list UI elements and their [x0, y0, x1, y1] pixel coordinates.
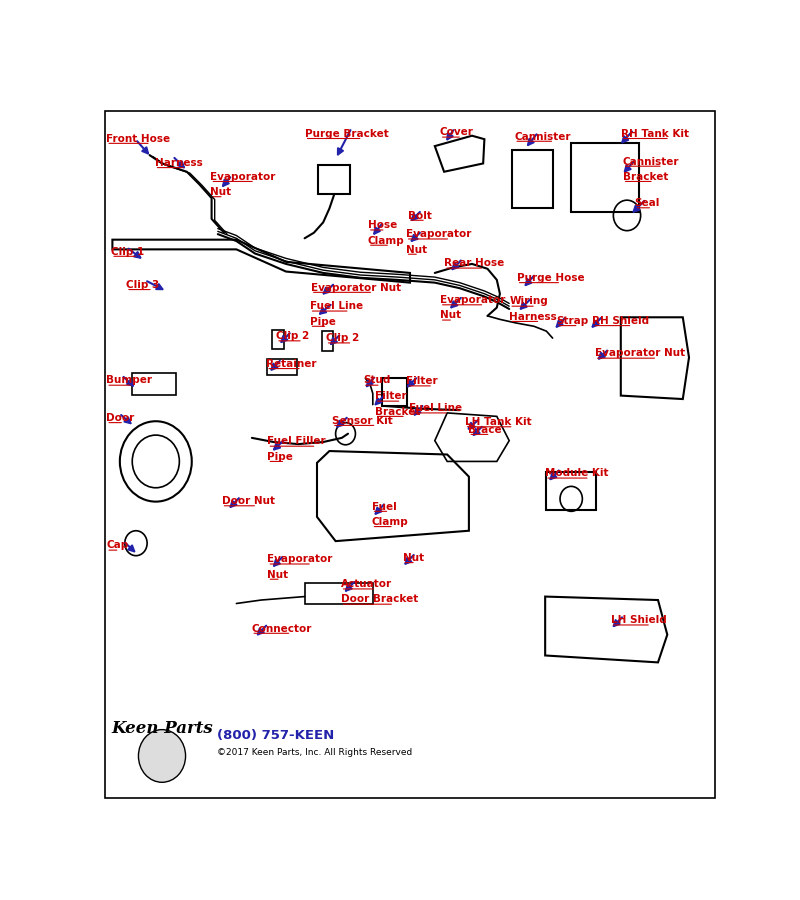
Text: Door Nut: Door Nut: [222, 496, 274, 506]
Text: Bumper: Bumper: [106, 375, 152, 385]
Text: Sensor Kit: Sensor Kit: [332, 416, 393, 426]
Text: Actuator: Actuator: [341, 580, 392, 590]
Text: Filter: Filter: [406, 376, 438, 386]
Text: Wiring: Wiring: [510, 296, 548, 307]
Text: LH Tank Kit: LH Tank Kit: [465, 417, 531, 428]
Text: Cap: Cap: [106, 540, 129, 551]
Text: Clip 2: Clip 2: [326, 333, 359, 343]
Text: Front Hose: Front Hose: [106, 133, 170, 144]
Text: Pipe: Pipe: [267, 452, 294, 462]
Text: Nut: Nut: [402, 553, 424, 562]
Text: RH Shield: RH Shield: [592, 316, 650, 326]
Text: Module Kit: Module Kit: [545, 468, 609, 479]
Text: Brace: Brace: [468, 425, 502, 435]
Text: LH Shield: LH Shield: [611, 616, 666, 625]
Text: Door: Door: [106, 413, 134, 423]
Text: Clamp: Clamp: [371, 517, 408, 526]
Text: Fuel: Fuel: [371, 501, 396, 511]
Text: Bracket: Bracket: [622, 172, 668, 182]
Text: Evaporator Nut: Evaporator Nut: [310, 283, 401, 293]
Text: Rear Hose: Rear Hose: [444, 258, 504, 268]
Text: Bolt: Bolt: [408, 211, 432, 220]
Text: Evaporator: Evaporator: [440, 295, 505, 305]
Bar: [546, 472, 596, 510]
Text: Hose: Hose: [368, 220, 397, 230]
Text: Fuel Line: Fuel Line: [409, 403, 462, 413]
Text: Evaporator: Evaporator: [406, 230, 471, 239]
Text: Evaporator Nut: Evaporator Nut: [594, 348, 685, 358]
Text: Strap: Strap: [556, 316, 589, 326]
Bar: [267, 359, 297, 375]
Text: Clamp: Clamp: [368, 236, 405, 246]
Text: RH Tank Kit: RH Tank Kit: [621, 129, 689, 139]
Text: Fuel Line: Fuel Line: [310, 302, 362, 311]
Text: Pipe: Pipe: [310, 317, 335, 327]
Text: Evaporator: Evaporator: [210, 172, 276, 182]
Text: Nut: Nut: [440, 310, 461, 320]
Text: Clip 3: Clip 3: [126, 280, 159, 290]
Bar: [305, 583, 373, 604]
Text: Stud: Stud: [363, 375, 390, 385]
Text: Connector: Connector: [251, 624, 312, 634]
Text: Filter: Filter: [374, 392, 406, 401]
Text: Nut: Nut: [210, 187, 231, 197]
Bar: [512, 149, 553, 209]
Bar: [382, 378, 407, 406]
Text: Seal: Seal: [634, 198, 660, 208]
Text: Retainer: Retainer: [266, 359, 317, 369]
Text: Nut: Nut: [406, 245, 426, 255]
Text: Purge Bracket: Purge Bracket: [305, 129, 388, 139]
Text: Clip 1: Clip 1: [111, 247, 145, 256]
FancyBboxPatch shape: [105, 112, 715, 797]
Bar: [132, 373, 176, 395]
Text: Clip 2: Clip 2: [276, 331, 310, 341]
Text: Harness: Harness: [154, 158, 202, 168]
Text: ©2017 Keen Parts, Inc. All Rights Reserved: ©2017 Keen Parts, Inc. All Rights Reserv…: [217, 748, 412, 757]
Text: Keen Parts: Keen Parts: [111, 720, 213, 737]
Text: (800) 757-KEEN: (800) 757-KEEN: [217, 729, 334, 742]
Text: Cannister: Cannister: [514, 131, 570, 141]
Bar: [272, 329, 283, 349]
Text: Evaporator: Evaporator: [267, 554, 333, 564]
Text: Cannister: Cannister: [622, 157, 679, 166]
Bar: [571, 143, 639, 212]
Bar: [318, 165, 350, 194]
Text: Nut: Nut: [267, 570, 289, 580]
Text: Fuel Filler: Fuel Filler: [267, 436, 326, 446]
Bar: [322, 331, 333, 351]
Text: Bracket: Bracket: [374, 407, 420, 417]
Text: Purge Hose: Purge Hose: [517, 273, 584, 283]
Circle shape: [138, 730, 186, 782]
Text: Cover: Cover: [440, 128, 474, 138]
Text: Harness: Harness: [510, 311, 557, 321]
Text: Door Bracket: Door Bracket: [341, 595, 418, 605]
